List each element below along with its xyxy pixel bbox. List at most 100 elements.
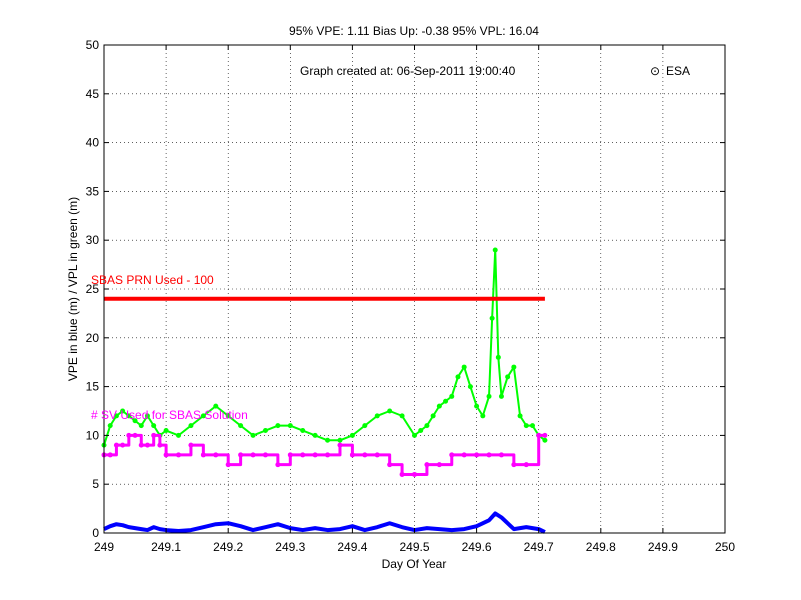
data-point [312, 432, 318, 438]
data-point [489, 315, 495, 321]
data-point [486, 393, 492, 399]
y-tick-label: 50 [86, 38, 100, 52]
esa-credit: ESA [666, 64, 690, 78]
data-point [325, 437, 331, 443]
y-axis-label: VPE in blue (m) / VPL in green (m) [66, 197, 80, 381]
y-tick-label: 30 [86, 233, 100, 247]
data-point [238, 423, 244, 429]
data-point [287, 452, 293, 458]
data-point [486, 452, 492, 458]
data-point [250, 452, 256, 458]
data-point [275, 423, 281, 429]
data-point [424, 462, 430, 468]
y-tick-label: 0 [92, 526, 99, 540]
data-point [107, 423, 113, 429]
x-tick-label: 249.4 [337, 540, 367, 554]
data-point [474, 403, 480, 409]
data-point [188, 423, 194, 429]
data-point [213, 403, 219, 409]
data-point [287, 423, 293, 429]
data-point [362, 423, 368, 429]
data-point [461, 452, 467, 458]
data-point [430, 413, 436, 419]
data-point [120, 408, 126, 414]
data-point [495, 354, 501, 360]
data-point [436, 462, 442, 468]
data-point [325, 452, 331, 458]
data-point [523, 462, 529, 468]
data-point [436, 403, 442, 409]
data-point [157, 442, 163, 448]
data-point [163, 428, 169, 434]
data-point [300, 428, 306, 434]
series-line [103, 511, 546, 534]
data-point [151, 423, 157, 429]
data-point [399, 471, 405, 477]
chart-annotation: SBAS PRN Used - 100 [91, 273, 214, 287]
data-point [455, 374, 461, 380]
data-point [480, 413, 486, 419]
data-point [511, 462, 517, 468]
data-point [262, 428, 268, 434]
data-point [529, 423, 535, 429]
data-point [523, 423, 529, 429]
data-point [176, 452, 182, 458]
data-point [424, 423, 430, 429]
data-point [138, 423, 144, 429]
data-point [418, 428, 424, 434]
data-point [132, 432, 138, 438]
data-point [505, 374, 511, 380]
data-point [132, 418, 138, 424]
grid [104, 45, 725, 533]
data-point [113, 413, 119, 419]
data-point [492, 247, 498, 253]
data-point [238, 452, 244, 458]
data-point [337, 437, 343, 443]
data-point [337, 442, 343, 448]
data-point [200, 413, 206, 419]
data-point [126, 432, 132, 438]
data-point [225, 462, 231, 468]
data-point [374, 452, 380, 458]
x-tick-label: 249.7 [524, 540, 554, 554]
data-point [213, 452, 219, 458]
data-point [443, 398, 449, 404]
data-point [387, 408, 393, 414]
y-tick-label: 15 [86, 380, 100, 394]
data-point [151, 432, 157, 438]
chart-title: 95% VPE: 1.11 Bias Up: -0.38 95% VPL: 16… [289, 24, 539, 38]
data-point [312, 452, 318, 458]
data-point [188, 442, 194, 448]
data-point [498, 452, 504, 458]
data-point [399, 413, 405, 419]
data-point [349, 452, 355, 458]
data-point [262, 452, 268, 458]
y-tick-label: 5 [92, 477, 99, 491]
data-point [467, 384, 473, 390]
y-tick-label: 20 [86, 331, 100, 345]
data-point [113, 442, 119, 448]
x-tick-label: 249 [94, 540, 114, 554]
x-tick-label: 249.8 [586, 540, 616, 554]
data-point [498, 393, 504, 399]
x-tick-label: 249.5 [399, 540, 429, 554]
data-point [163, 452, 169, 458]
data-point [200, 452, 206, 458]
annotations: SBAS PRN Used - 100 # SV Used for SBAS So… [91, 273, 248, 422]
chart-annotation: # SV Used for SBAS Solution [91, 408, 248, 422]
data-point [474, 452, 480, 458]
y-tick-label: 35 [86, 184, 100, 198]
esa-symbol-icon: ⊙ [650, 64, 660, 78]
data-point [349, 432, 355, 438]
data-point [176, 432, 182, 438]
data-point [449, 393, 455, 399]
ticks: 249 249.1 249.2 249.3 249.4 249.5 249.6 249.7 24… [86, 38, 736, 554]
x-tick-label: 249.9 [648, 540, 678, 554]
data-point [387, 462, 393, 468]
y-tick-label: 40 [86, 136, 100, 150]
y-tick-label: 25 [86, 282, 100, 296]
series-layer [101, 247, 548, 534]
data-point [412, 471, 417, 477]
x-tick-label: 249.3 [275, 540, 305, 554]
data-point [275, 462, 281, 468]
